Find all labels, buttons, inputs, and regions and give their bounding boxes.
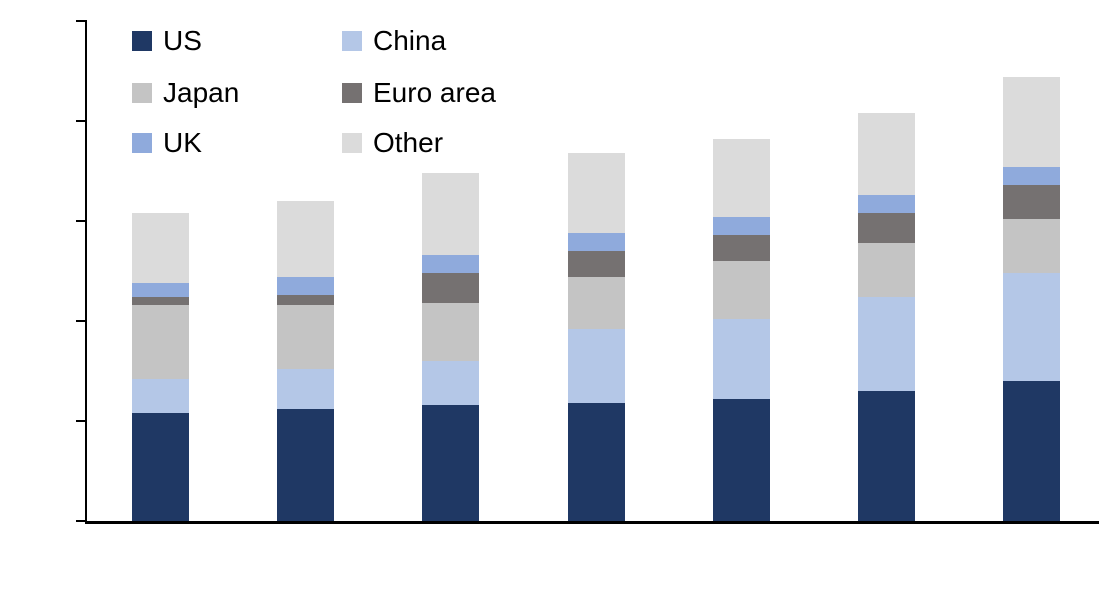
bar-segment-uk (712, 217, 770, 235)
legend-item-us: US (132, 27, 202, 55)
y-axis-tick (76, 320, 85, 322)
bar-segment-uk (131, 283, 189, 297)
legend-label: UK (163, 127, 202, 158)
bar-segment-japan (1002, 219, 1060, 273)
bar-segment-japan (421, 303, 479, 361)
bar-segment-uk (567, 233, 625, 251)
bar-segment-china (857, 297, 915, 391)
bar-segment-euro-area (712, 235, 770, 261)
legend-item-japan: Japan (132, 79, 239, 107)
legend-label: US (163, 25, 202, 56)
legend-swatch-china (342, 31, 362, 51)
bar-segment-china (276, 369, 334, 409)
x-axis-line (85, 521, 1099, 524)
bar-segment-uk (276, 277, 334, 295)
bar-segment-other (857, 113, 915, 195)
bar-segment-euro-area (567, 251, 625, 277)
legend-swatch-us (132, 31, 152, 51)
bar-segment-us (567, 403, 625, 521)
bar-segment-other (567, 153, 625, 233)
bar-segment-japan (857, 243, 915, 297)
legend-label: Japan (163, 77, 240, 108)
y-axis-tick (76, 520, 85, 522)
bar-segment-euro-area (857, 213, 915, 243)
legend-swatch-euro-area (342, 83, 362, 103)
bar-segment-us (1002, 381, 1060, 521)
bar-segment-japan (131, 305, 189, 379)
legend-swatch-japan (132, 83, 152, 103)
bar-segment-other (131, 213, 189, 283)
bar-segment-euro-area (1002, 185, 1060, 219)
legend-item-uk: UK (132, 129, 202, 157)
bar-segment-uk (421, 255, 479, 273)
bar-segment-other (421, 173, 479, 255)
bar-segment-euro-area (276, 295, 334, 305)
bar-segment-uk (857, 195, 915, 213)
y-axis-tick (76, 420, 85, 422)
y-axis-tick (76, 120, 85, 122)
legend-swatch-uk (132, 133, 152, 153)
legend-item-euro-area: Euro area (342, 79, 496, 107)
legend-item-other: Other (342, 129, 443, 157)
y-axis-line (85, 20, 87, 524)
legend-label: Other (373, 127, 444, 158)
bar-segment-other (1002, 77, 1060, 167)
bar-segment-us (131, 413, 189, 521)
bar-segment-us (276, 409, 334, 521)
bar-segment-china (1002, 273, 1060, 381)
bar-segment-other (276, 201, 334, 277)
bar-segment-uk (1002, 167, 1060, 185)
y-axis-tick (76, 20, 85, 22)
bar-segment-japan (276, 305, 334, 369)
legend-swatch-other (342, 133, 362, 153)
bar-segment-other (712, 139, 770, 217)
bar-segment-euro-area (131, 297, 189, 305)
bar-segment-china (712, 319, 770, 399)
bar-segment-china (131, 379, 189, 413)
y-axis-tick (76, 220, 85, 222)
bar-segment-japan (712, 261, 770, 319)
bar-segment-china (567, 329, 625, 403)
bar-segment-us (857, 391, 915, 521)
bar-segment-us (421, 405, 479, 521)
bar-segment-euro-area (421, 273, 479, 303)
legend-label: China (373, 25, 447, 56)
bar-segment-china (421, 361, 479, 405)
legend-label: Euro area (373, 77, 496, 108)
legend-item-china: China (342, 27, 446, 55)
bar-segment-us (712, 399, 770, 521)
bar-segment-japan (567, 277, 625, 329)
